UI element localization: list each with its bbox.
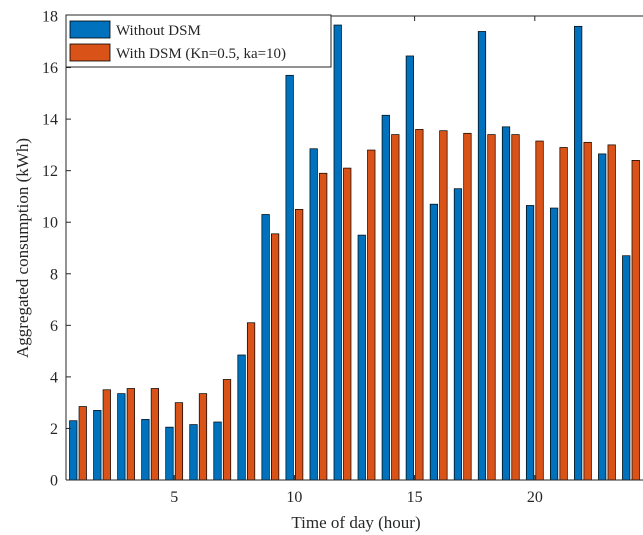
bar-series-2-hour-19: [511, 134, 520, 481]
bar-series-1-hour-16: [429, 203, 438, 481]
bar-series-2-hour-21: [559, 147, 568, 481]
y-tick-label: 10: [42, 215, 58, 232]
bar-series-2-hour-18: [487, 134, 496, 481]
bar-series-1-hour-12: [333, 24, 342, 481]
bar-series-1-hour-19: [501, 126, 511, 481]
y-tick-label: 2: [50, 421, 58, 438]
y-tick-label: 16: [42, 60, 58, 77]
bar-series-1-hour-2: [93, 410, 102, 481]
y-tick-label: 8: [50, 266, 58, 283]
bar-series-2-hour-23: [607, 144, 616, 481]
bar-series-2-hour-7: [222, 379, 232, 481]
bar-series-1-hour-14: [381, 114, 390, 481]
bar-series-2-hour-3: [126, 388, 135, 481]
bar-series-2-hour-6: [198, 393, 208, 481]
bar-series-1-hour-10: [285, 74, 294, 481]
bar-series-1-hour-11: [309, 148, 318, 481]
bar-series-2-hour-14: [391, 134, 400, 481]
bar-series-1-hour-21: [549, 207, 559, 481]
legend: Without DSM With DSM (Kn=0.5, ka=10): [65, 14, 332, 68]
bar-series-1-hour-5: [165, 426, 174, 481]
bar-series-1-hour-1: [69, 420, 78, 481]
y-tick-label: 0: [50, 473, 58, 490]
bar-series-2-hour-20: [535, 140, 544, 481]
bar-series-1-hour-3: [117, 393, 126, 481]
x-tick-label: 5: [170, 489, 178, 506]
legend-label-with-dsm: With DSM (Kn=0.5, ka=10): [116, 46, 286, 62]
bar-series-1-hour-13: [357, 234, 366, 481]
bar-series-1-hour-22: [574, 25, 583, 481]
bar-series-1-hour-24: [622, 255, 631, 481]
bar-series-2-hour-9: [271, 233, 280, 481]
bars-group: [69, 24, 640, 481]
bar-series-1-hour-18: [477, 31, 487, 481]
y-tick-label: 18: [42, 9, 58, 26]
bar-series-2-hour-16: [439, 130, 448, 481]
bar-series-1-hour-9: [261, 214, 270, 481]
bar-series-2-hour-13: [367, 149, 376, 481]
bar-series-1-hour-7: [213, 421, 222, 481]
bar-series-1-hour-23: [598, 153, 607, 481]
x-tick-label: 15: [407, 489, 423, 506]
ticks-group: 0 2 4 6 8 10 12 14 16 18 5 10 15 20: [42, 9, 543, 507]
bar-series-2-hour-5: [174, 402, 184, 481]
bar-series-1-hour-4: [141, 419, 150, 481]
y-tick-label: 4: [50, 369, 58, 386]
legend-label-without-dsm: Without DSM: [116, 23, 201, 39]
y-tick-label: 12: [42, 163, 58, 180]
y-axis-label: Aggregated consumption (kWh): [13, 138, 32, 358]
bar-series-1-hour-17: [453, 188, 463, 481]
bar-series-2-hour-12: [343, 167, 352, 481]
bar-series-1-hour-20: [525, 205, 535, 481]
bar-series-2-hour-1: [78, 406, 87, 481]
legend-swatch-with-dsm: [69, 43, 111, 62]
bar-series-2-hour-2: [102, 389, 111, 481]
bar-series-2-hour-22: [583, 141, 592, 481]
bar-series-2-hour-15: [415, 129, 424, 481]
bar-series-2-hour-17: [463, 132, 472, 481]
x-axis-label: Time of day (hour): [291, 513, 420, 532]
bar-series-2-hour-10: [295, 208, 304, 481]
bar-series-1-hour-15: [405, 55, 414, 481]
bar-series-2-hour-24: [631, 160, 640, 481]
bar-series-2-hour-8: [246, 322, 256, 481]
y-tick-label: 6: [50, 318, 58, 335]
x-tick-label: 10: [286, 489, 302, 506]
x-tick-label: 20: [527, 489, 543, 506]
bar-series-1-hour-8: [237, 354, 246, 481]
bar-series-1-hour-6: [189, 424, 198, 481]
bar-series-2-hour-4: [150, 388, 159, 481]
bar-series-2-hour-11: [319, 172, 328, 481]
legend-swatch-without-dsm: [69, 20, 111, 39]
y-tick-label: 14: [42, 112, 58, 129]
